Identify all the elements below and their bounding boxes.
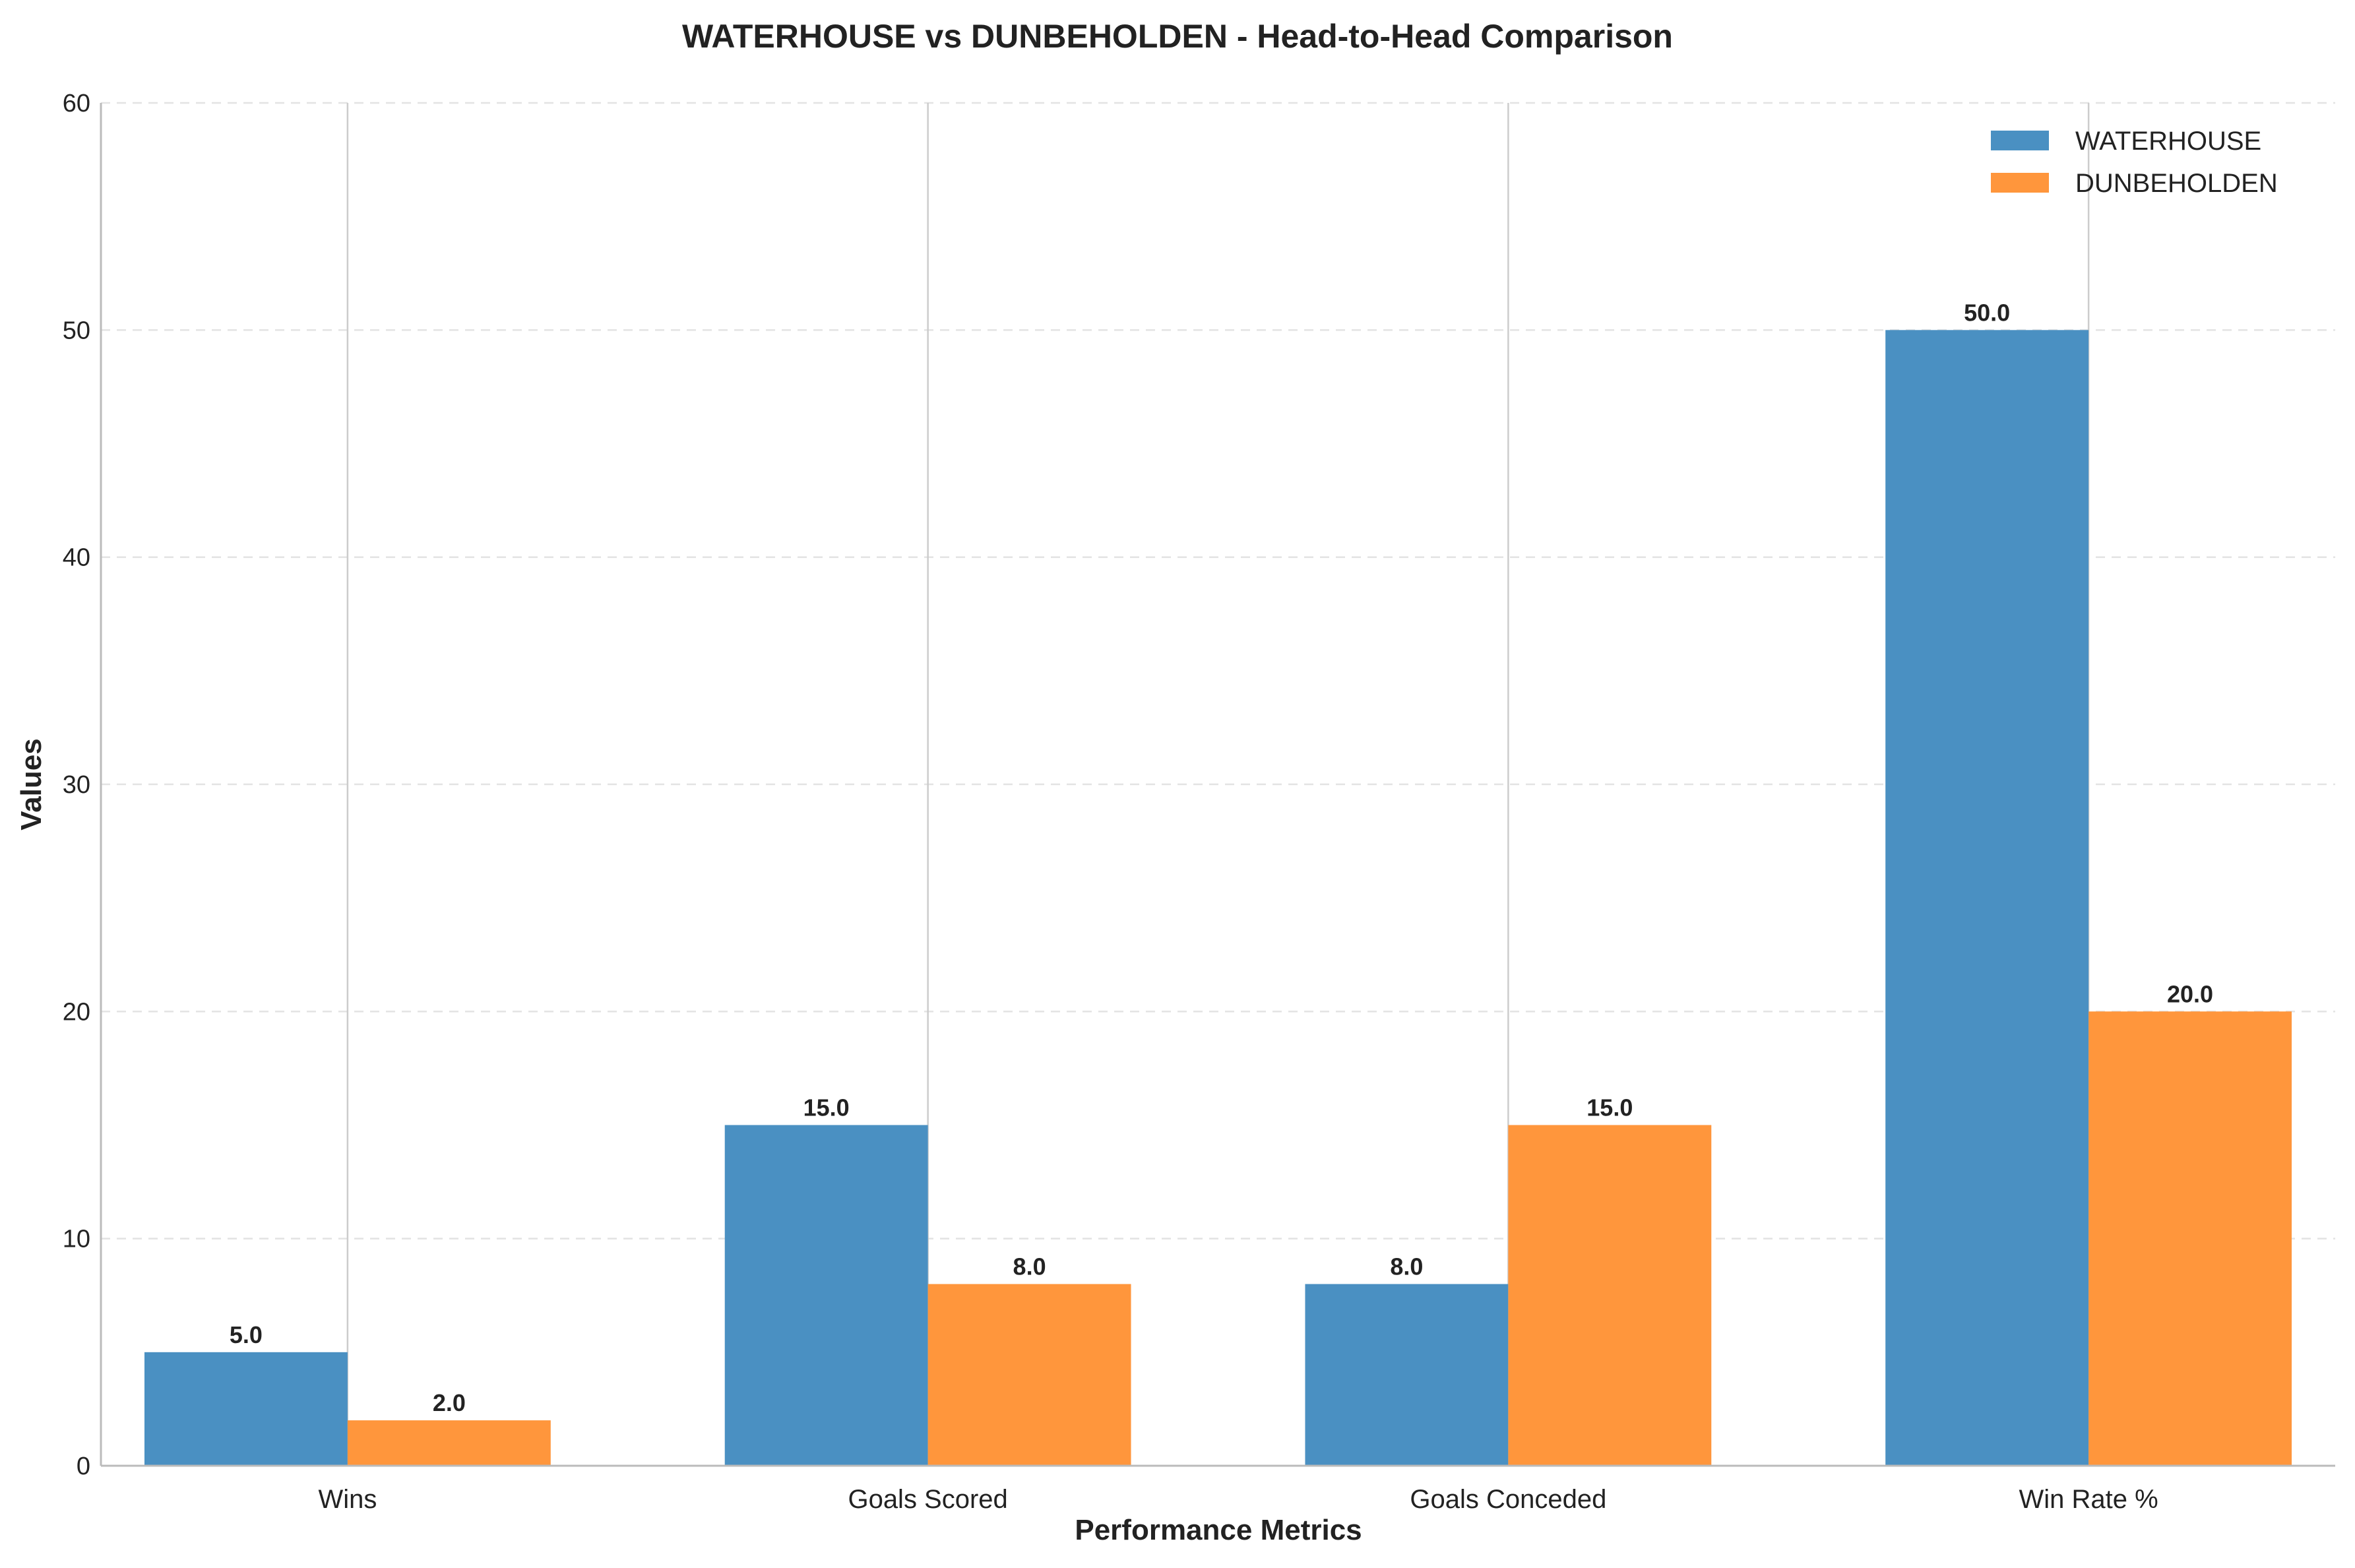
legend: WATERHOUSE DUNBEHOLDEN (1991, 127, 2278, 198)
y-axis-label: Values (15, 738, 47, 830)
x-axis-label: Performance Metrics (1075, 1514, 1362, 1546)
y-tick-label: 50 (63, 317, 90, 344)
data-label: 50.0 (1964, 299, 2010, 326)
bar-dunbeholden-win-rate- (2088, 1011, 2292, 1466)
axes (100, 103, 2335, 1467)
bar-waterhouse-wins (144, 1352, 348, 1466)
data-label: 15.0 (803, 1094, 850, 1121)
data-label: 5.0 (230, 1321, 263, 1348)
y-tick-label: 0 (77, 1453, 90, 1480)
x-tick-label: Goals Scored (848, 1485, 1007, 1514)
bar-dunbeholden-wins (347, 1420, 551, 1466)
x-tick-label: Win Rate % (2019, 1485, 2158, 1514)
bar-dunbeholden-goals-conceded (1508, 1125, 1712, 1466)
legend-swatch-dunbeholden (1991, 173, 2049, 193)
data-label: 8.0 (1390, 1253, 1423, 1280)
chart-title: WATERHOUSE vs DUNBEHOLDEN - Head-to-Head… (682, 18, 1673, 55)
y-tick-label: 20 (63, 998, 90, 1026)
data-labels: 0 10 20 30 40 50 60 5.0 15.0 8.0 50.0 2.0 8.0 15.0 20.… (63, 90, 2213, 1514)
legend-swatch-waterhouse (1991, 131, 2049, 150)
data-label: 15.0 (1586, 1094, 1633, 1121)
bar-dunbeholden-goals-scored (927, 1284, 1131, 1466)
bar-waterhouse-goals-conceded (1305, 1284, 1509, 1466)
x-tick-label: Wins (318, 1485, 377, 1514)
y-tick-label: 30 (63, 771, 90, 799)
data-label: 20.0 (2167, 980, 2213, 1007)
y-tick-label: 40 (63, 544, 90, 572)
legend-label-dunbeholden: DUNBEHOLDEN (2075, 169, 2278, 198)
bar-waterhouse-goals-scored (724, 1125, 928, 1466)
data-label: 2.0 (433, 1389, 466, 1416)
y-tick-label: 60 (63, 90, 90, 117)
bar-waterhouse-win-rate- (1885, 330, 2089, 1466)
x-tick-label: Goals Conceded (1410, 1485, 1606, 1514)
grid-lines (101, 102, 2335, 1467)
data-label: 8.0 (1013, 1253, 1046, 1280)
legend-label-waterhouse: WATERHOUSE (2075, 127, 2261, 156)
y-tick-label: 10 (63, 1226, 90, 1253)
bars (144, 330, 2292, 1466)
